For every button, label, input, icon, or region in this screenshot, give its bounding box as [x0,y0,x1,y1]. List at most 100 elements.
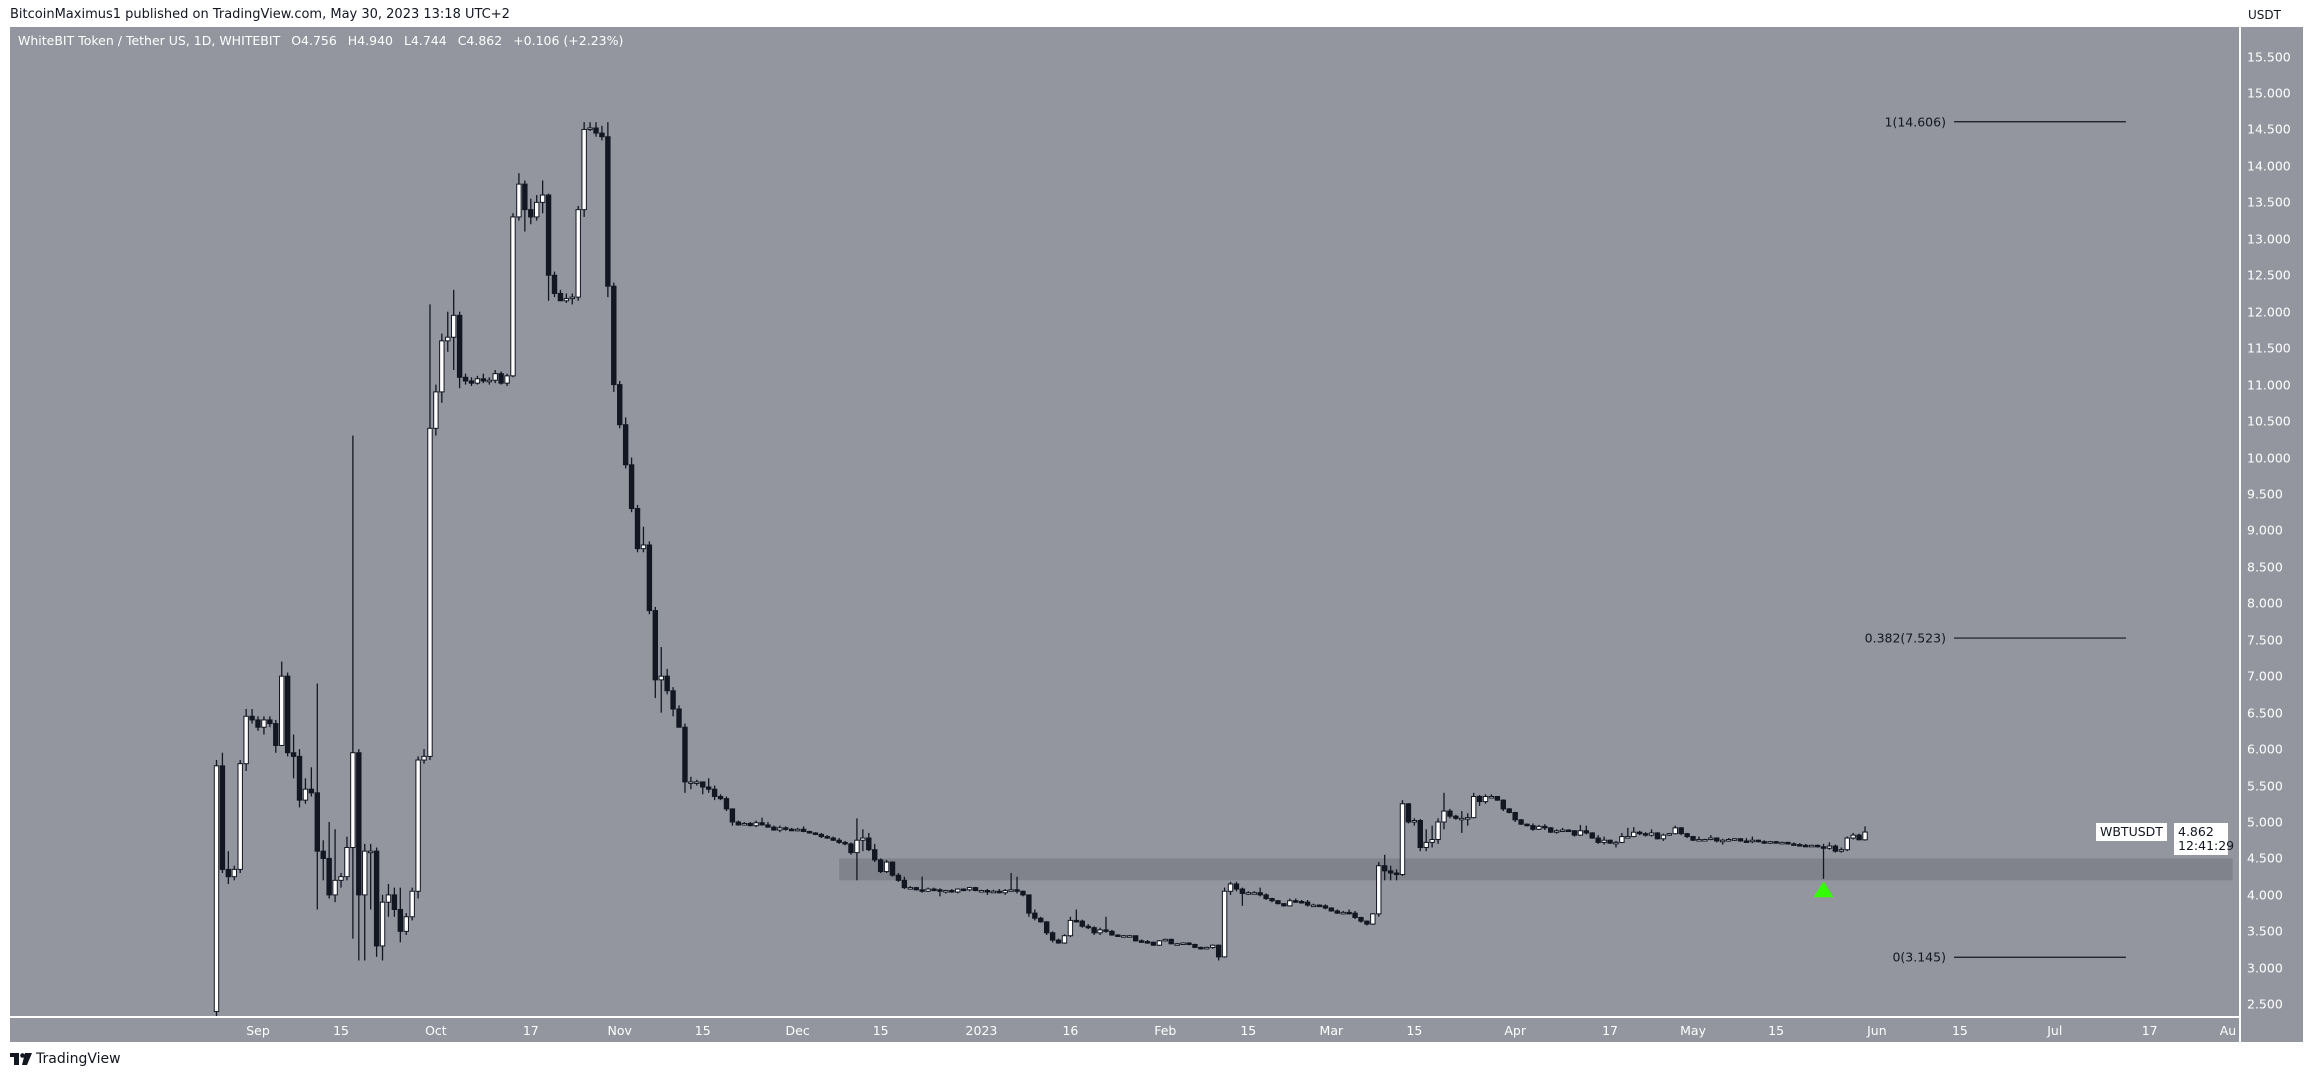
candle-up [1850,834,1856,839]
price-axis[interactable]: 2.500 3.000 3.500 4.000 4.500 5.000 5.500 6.000… [2239,27,2303,1042]
legend-high: H4.940 [347,33,393,48]
candle-down [735,821,742,826]
candle-up [403,916,409,932]
candle-up [1577,830,1584,836]
candle-down [901,879,908,889]
candle-up [966,887,973,891]
candle-up [1844,837,1850,851]
candle-up [516,183,522,218]
candle-down [373,850,380,947]
candle-up [1767,841,1773,844]
candle-up [332,879,338,896]
candle-up [1601,839,1607,843]
candle-up [1127,935,1133,938]
y-tick-label: 3.000 [2247,960,2283,976]
candle-down [1198,946,1204,950]
candle-down [800,828,807,832]
candle-down [842,841,848,845]
x-tick-label: Dec [785,1023,810,1038]
candle-up [1174,943,1180,946]
candle-down [949,890,955,893]
candle-down [676,708,682,728]
arrow-up-icon [1813,881,1834,898]
y-tick-label: 13.500 [2247,194,2291,210]
fib-level-label: 1(14.606) [1884,114,1946,130]
candle-up [1097,929,1103,934]
candle-down [1269,898,1275,902]
candle-down [468,380,475,384]
candle-up [741,822,747,826]
candle-down [759,822,765,826]
candle-down [818,833,825,838]
candle-down [528,209,534,218]
x-tick-label: 15 [333,1023,349,1038]
candle-down [1743,840,1750,843]
candle-down [1109,930,1115,936]
candle-down [1049,932,1056,941]
candle-down [356,752,362,896]
candle-down [1328,907,1335,912]
candle-down [1791,843,1797,846]
candle-up [1708,837,1714,841]
candle-up [1720,839,1726,843]
candle-down [1032,912,1038,919]
candle-down [1304,901,1311,906]
time-axis[interactable]: Sep 15 Oct 17 Nov 15 Dec 15 2023 16 Feb 15 Mar 15 Apr 1… [10,1016,2239,1042]
chart-pane[interactable]: WhiteBIT Token / Tether US, 1D, WHITEBIT… [10,27,2239,1016]
candle-down [1494,795,1501,801]
candle-down [937,889,943,892]
y-tick-label: 8.500 [2247,559,2283,575]
candle-up [854,839,860,854]
y-tick-label: 3.500 [2247,923,2283,939]
candle-down [462,376,469,382]
x-tick-label: 15 [694,1023,711,1038]
candle-up [1441,810,1447,823]
candle-up [943,890,949,893]
candle-up [794,828,801,832]
candle-down [1548,827,1554,833]
symbol-tag: WBTUSDT [2096,823,2167,842]
x-tick-label: 15 [1406,1023,1423,1038]
candle-down [700,781,706,788]
candle-down [284,675,291,754]
candle-up [1862,831,1868,841]
last-price-label: 4.862 12:41:29 [2174,823,2234,856]
y-tick-label: 5.000 [2247,814,2283,830]
candle-up [1287,900,1293,907]
candle-up [237,763,243,870]
symbol-legend: WhiteBIT Token / Tether US, 1D, WHITEBIT… [18,33,630,48]
candle-down [1382,865,1388,872]
candle-up [1423,841,1429,849]
candle-up [1251,892,1257,895]
tradingview-logo-icon [10,1053,32,1065]
candle-down [1761,841,1767,844]
candle-up [1470,795,1477,819]
candle-up [1310,904,1317,908]
candle-down [551,274,558,294]
candle-down [830,837,836,841]
candle-up [753,822,759,827]
candle-up [1666,833,1673,836]
candle-down [1506,808,1512,814]
candle-down [866,837,872,851]
footer-brand[interactable]: TradingView [10,1051,121,1067]
candle-up [450,314,457,338]
candle-down [1192,943,1198,948]
candle-down [771,826,777,831]
candle-up [415,759,421,892]
candle-down [1654,832,1661,840]
candle-up [1731,838,1738,841]
candle-down [670,690,676,710]
candle-down [1518,819,1524,825]
candle-up [1702,838,1708,842]
fib-level-label: 0(3.145) [1892,949,1946,965]
candle-up [1435,821,1441,840]
candle-down [765,824,771,828]
y-tick-label: 11.000 [2247,377,2291,393]
candle-down [1020,890,1026,896]
candle-down [622,424,629,466]
candle-up [1488,795,1495,799]
y-tick-label: 4.500 [2247,850,2283,866]
candle-up [302,788,309,801]
candle-up [640,544,647,550]
